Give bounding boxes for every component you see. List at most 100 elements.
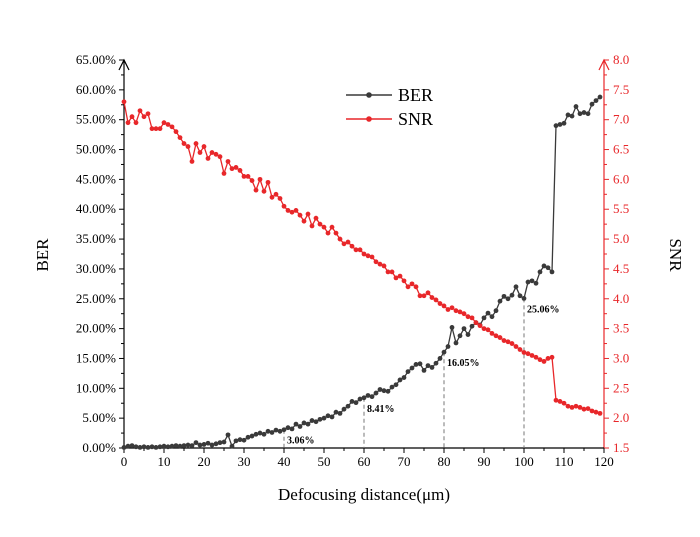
data-point-snr [349, 243, 355, 249]
data-point-ber [137, 445, 143, 450]
left-tick-label: 30.00% [76, 261, 116, 276]
legend-label-snr: SNR [398, 109, 433, 129]
data-point-ber [313, 419, 319, 425]
data-point-ber [577, 111, 583, 117]
data-point-ber [441, 349, 447, 355]
data-point-ber [533, 280, 539, 286]
data-point-ber [205, 440, 211, 446]
data-point-ber [345, 403, 351, 409]
data-point-snr [121, 99, 127, 105]
data-point-snr [505, 339, 511, 345]
data-point-snr [545, 356, 551, 361]
data-point-ber [133, 444, 139, 450]
data-point-snr [181, 141, 187, 146]
x-tick-label: 50 [318, 454, 331, 469]
data-point-snr [577, 405, 583, 410]
right-tick-label: 1.5 [613, 440, 629, 455]
data-point-ber [153, 445, 159, 450]
data-point-ber [565, 112, 571, 118]
data-point-ber [169, 443, 175, 449]
data-point-snr [361, 251, 367, 257]
data-point-ber [569, 113, 575, 119]
data-point-ber [189, 443, 195, 449]
left-tick-label: 15.00% [76, 350, 116, 365]
right-tick-label: 6.0 [613, 171, 629, 186]
data-point-ber [193, 440, 199, 446]
series-ber [121, 94, 603, 450]
x-tick-label: 10 [158, 454, 171, 469]
x-tick-label: 110 [554, 454, 573, 469]
data-point-snr [157, 126, 163, 132]
data-point-ber [261, 431, 267, 437]
data-point-snr [365, 253, 371, 259]
data-point-ber [501, 293, 507, 299]
data-point-snr [529, 353, 535, 358]
series-layer [121, 94, 603, 450]
data-point-ber [241, 437, 247, 443]
data-point-snr [161, 120, 167, 126]
data-point-snr [585, 406, 591, 411]
left-tick-label: 60.00% [76, 82, 116, 97]
data-point-ber [297, 424, 303, 429]
data-point-ber [453, 340, 459, 346]
data-point-ber [225, 432, 231, 438]
data-point-ber [401, 375, 407, 380]
series-snr [121, 99, 603, 416]
data-point-snr [201, 144, 207, 149]
data-point-ber [461, 326, 467, 332]
data-point-snr [589, 408, 595, 414]
data-point-snr [241, 174, 247, 179]
data-point-snr [133, 120, 139, 126]
data-point-snr [573, 403, 579, 409]
x-tick-label: 80 [438, 454, 451, 469]
data-point-snr [173, 129, 179, 135]
data-point-snr [137, 108, 143, 114]
legend-label-ber: BER [398, 85, 433, 105]
data-point-ber [405, 369, 411, 374]
data-point-ber [257, 430, 263, 436]
data-point-ber [445, 344, 451, 349]
data-point-ber [389, 384, 395, 390]
x-axis-title: Defocusing distance(μm) [278, 485, 450, 504]
data-point-snr [425, 290, 431, 296]
data-point-ber [509, 292, 515, 298]
data-point-snr [233, 165, 239, 170]
data-point-ber [421, 368, 427, 373]
x-tick-label: 60 [358, 454, 371, 469]
data-point-ber [465, 332, 471, 337]
data-point-ber [329, 414, 335, 420]
data-point-ber [273, 427, 279, 433]
data-point-snr [421, 293, 427, 299]
data-point-ber [381, 388, 387, 394]
data-point-ber [321, 415, 327, 421]
data-point-snr [129, 114, 135, 120]
data-point-snr [205, 156, 211, 161]
data-point-ber [213, 441, 219, 447]
left-tick-label: 45.00% [76, 171, 116, 186]
data-point-snr [485, 327, 491, 333]
data-point-snr [337, 236, 343, 242]
left-tick-label: 55.00% [76, 112, 116, 127]
data-point-ber [157, 444, 163, 450]
data-point-ber [429, 365, 435, 370]
x-tick-label: 100 [514, 454, 534, 469]
data-point-ber [369, 394, 375, 400]
data-point-ber [505, 296, 511, 302]
data-point-snr [473, 320, 479, 326]
data-point-snr [401, 278, 407, 284]
data-point-snr [569, 405, 575, 410]
data-point-snr [261, 188, 267, 194]
data-point-ber [309, 418, 315, 423]
data-point-snr [305, 211, 311, 217]
x-tick-label: 40 [278, 454, 291, 469]
data-point-ber [165, 444, 171, 450]
x-tick-label: 120 [594, 454, 614, 469]
data-point-ber [373, 390, 379, 396]
data-point-ber [361, 395, 367, 401]
left-tick-label: 20.00% [76, 321, 116, 336]
data-point-ber [229, 443, 235, 449]
data-point-ber [493, 308, 499, 314]
data-point-snr [217, 154, 223, 160]
data-point-snr [465, 314, 471, 320]
data-point-snr [369, 254, 375, 260]
